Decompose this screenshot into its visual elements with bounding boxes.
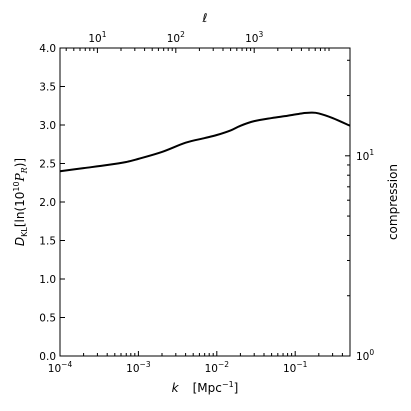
y-tick-label: 3.0: [39, 120, 56, 132]
tick-labels-layer: 0.0 0.5 1.0 1.5 2.0 2.5 3.0 3.5 4.0 10−4 10−3 10−2 1…: [39, 30, 374, 375]
y-axis-bracket: [ln(10: [13, 192, 27, 228]
x-tick-label: 10−1: [283, 360, 308, 375]
x-tick-label: 10−3: [126, 360, 151, 375]
top-tick-label: 102: [167, 30, 185, 45]
y-axis-symbol: D: [13, 237, 27, 246]
y-axis-label: DKL[ln(1010PR)]: [12, 158, 29, 246]
right-axis-label: compression: [386, 164, 400, 240]
right-tick-label: 101: [356, 148, 374, 163]
y-axis-close: )]: [13, 158, 27, 167]
top-axis-label: ℓ: [202, 11, 208, 25]
y-tick-label: 1.5: [39, 236, 56, 248]
y-tick-label: 0.0: [39, 351, 56, 363]
x-axis-label: k [Mpc−1]: [172, 380, 239, 395]
right-tick-label: 100: [356, 348, 374, 363]
y-tick-label: 0.5: [39, 313, 56, 325]
ticks-layer: [59, 47, 351, 357]
x-axis-symbol: k: [172, 381, 180, 395]
plot-frame: [59, 47, 351, 357]
y-axis-exp: 10: [12, 181, 21, 191]
y-tick-label: 2.5: [39, 159, 56, 171]
y-axis-subscript: KL: [20, 227, 29, 237]
series-line: [59, 111, 351, 173]
x-axis-unit: [Mpc: [193, 381, 222, 395]
top-tick-label: 101: [88, 30, 106, 45]
y-tick-label: 2.0: [39, 197, 56, 209]
x-tick-label: 10−4: [48, 360, 73, 375]
y-tick-label: 1.0: [39, 274, 56, 286]
x-axis-unit-exp: −1: [222, 380, 234, 389]
y-tick-label: 4.0: [39, 43, 56, 55]
x-axis-unit-end: ]: [234, 381, 239, 395]
y-tick-label: 3.5: [39, 82, 56, 94]
x-tick-label: 10−2: [205, 360, 230, 375]
y-axis-power: P: [13, 172, 27, 182]
top-tick-label: 103: [245, 30, 263, 45]
y-axis-power-sub: R: [20, 167, 29, 174]
